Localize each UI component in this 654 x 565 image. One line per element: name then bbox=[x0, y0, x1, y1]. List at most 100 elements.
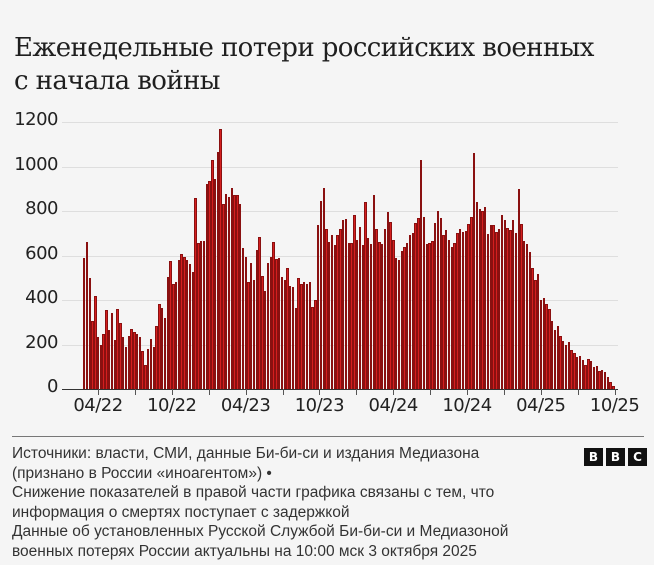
bar bbox=[300, 284, 303, 389]
y-tick-label: 600 bbox=[25, 242, 58, 264]
bar bbox=[319, 200, 323, 389]
bar bbox=[428, 243, 431, 389]
bar bbox=[495, 232, 498, 389]
bbc-logo-block: B bbox=[584, 448, 603, 466]
bar bbox=[225, 194, 228, 389]
x-tick bbox=[540, 389, 542, 395]
bar bbox=[277, 257, 281, 389]
bar bbox=[581, 360, 584, 389]
bar bbox=[250, 263, 253, 389]
bar bbox=[208, 180, 211, 389]
bar bbox=[498, 228, 501, 389]
footer-divider bbox=[12, 436, 644, 437]
bar bbox=[252, 279, 256, 389]
bar bbox=[186, 259, 189, 389]
x-tick-label: 04/25 bbox=[516, 395, 566, 416]
bar bbox=[233, 195, 236, 389]
y-tick-label: 1200 bbox=[14, 109, 58, 130]
bar bbox=[294, 307, 298, 389]
bar bbox=[481, 211, 484, 389]
bar bbox=[589, 361, 593, 389]
bar bbox=[219, 128, 222, 389]
bar bbox=[127, 335, 130, 389]
bar bbox=[96, 336, 100, 389]
bar bbox=[191, 272, 194, 389]
bar bbox=[339, 228, 342, 389]
bar bbox=[88, 277, 91, 389]
x-tick-label: 04/23 bbox=[220, 395, 271, 416]
bar bbox=[584, 364, 587, 389]
x-tick bbox=[282, 389, 284, 395]
bar bbox=[269, 256, 272, 389]
bar bbox=[523, 241, 526, 389]
bar bbox=[113, 340, 116, 389]
bar bbox=[241, 247, 245, 389]
bar bbox=[548, 308, 551, 389]
bar bbox=[531, 267, 534, 389]
bbc-logo-block: B bbox=[606, 448, 625, 466]
bar bbox=[475, 202, 479, 389]
bar bbox=[194, 197, 197, 389]
bar bbox=[202, 241, 206, 389]
chart-title: Еженедельные потери российских военных с… bbox=[14, 33, 594, 96]
bar bbox=[147, 348, 150, 389]
bar bbox=[578, 355, 582, 389]
x-tick bbox=[171, 389, 173, 395]
bar bbox=[470, 216, 473, 389]
bar bbox=[344, 218, 348, 389]
bar bbox=[149, 338, 153, 389]
bar bbox=[230, 187, 233, 389]
bar bbox=[576, 356, 579, 389]
bar bbox=[520, 224, 523, 389]
x-tick-label: 04/22 bbox=[73, 395, 123, 416]
bar bbox=[333, 245, 337, 389]
bar bbox=[397, 259, 401, 389]
x-tick bbox=[577, 389, 579, 395]
bar bbox=[550, 321, 554, 389]
bar bbox=[603, 372, 607, 389]
bar bbox=[392, 239, 395, 389]
bar bbox=[386, 212, 389, 389]
bar bbox=[133, 332, 136, 389]
bar bbox=[417, 217, 420, 389]
bar bbox=[406, 243, 409, 389]
bar bbox=[236, 195, 239, 389]
bar bbox=[205, 184, 208, 389]
bar bbox=[562, 341, 565, 389]
bar bbox=[94, 295, 97, 389]
bar bbox=[316, 225, 320, 389]
bar bbox=[484, 206, 487, 389]
bar bbox=[461, 232, 465, 389]
note-line-4: информация о смертях поступает с задержк… bbox=[12, 503, 350, 521]
bar bbox=[472, 153, 476, 389]
bar bbox=[509, 229, 512, 389]
bar bbox=[177, 259, 181, 389]
bar bbox=[525, 244, 529, 389]
bar bbox=[364, 202, 367, 389]
bar bbox=[264, 291, 267, 389]
bar bbox=[450, 246, 454, 389]
bar bbox=[227, 196, 231, 389]
bar bbox=[514, 233, 518, 389]
x-tick bbox=[134, 389, 136, 395]
y-tick-label: 1000 bbox=[14, 153, 58, 175]
bar bbox=[445, 229, 448, 389]
bar bbox=[199, 241, 203, 389]
bar bbox=[308, 282, 311, 389]
bar bbox=[347, 243, 350, 389]
bar bbox=[291, 286, 295, 389]
bar bbox=[381, 244, 384, 389]
x-tick bbox=[503, 389, 505, 395]
bar bbox=[119, 323, 122, 389]
bar bbox=[197, 243, 200, 389]
bar bbox=[330, 235, 334, 389]
bar bbox=[336, 235, 339, 389]
bar bbox=[255, 249, 259, 389]
x-tick bbox=[319, 389, 321, 395]
bar bbox=[442, 235, 445, 389]
bar bbox=[303, 282, 306, 389]
bar bbox=[367, 237, 370, 389]
bar bbox=[361, 245, 364, 389]
bars-area bbox=[83, 128, 615, 389]
bar bbox=[163, 317, 167, 389]
